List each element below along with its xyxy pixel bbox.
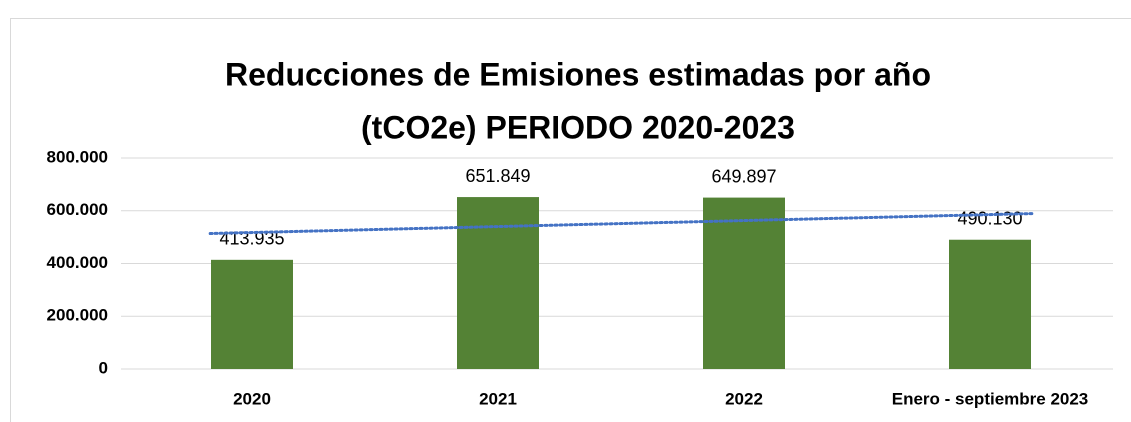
bar (457, 197, 539, 369)
y-tick-label: 400.000 (47, 253, 108, 272)
y-tick-label: 800.000 (47, 147, 108, 166)
data-label: 651.849 (465, 166, 530, 186)
chart-title: Reducciones de Emisiones estimadas por a… (225, 56, 931, 92)
bar (211, 259, 293, 369)
y-tick-label: 600.000 (47, 200, 108, 219)
chart-title: (tCO2e) PERIODO 2020-2023 (361, 109, 795, 145)
x-tick-label: 2021 (479, 389, 517, 408)
chart-frame (10, 18, 1131, 422)
y-tick-label: 0 (99, 358, 108, 377)
y-tick-label: 200.000 (47, 306, 108, 325)
data-label: 490.130 (957, 208, 1022, 228)
bar (949, 239, 1031, 369)
x-tick-label: 2022 (725, 389, 763, 408)
data-label: 649.897 (711, 166, 776, 186)
trendline (208, 212, 1034, 236)
x-tick-label: 2020 (233, 389, 271, 408)
x-tick-label: Enero - septiembre 2023 (892, 389, 1089, 408)
bar (703, 197, 785, 369)
